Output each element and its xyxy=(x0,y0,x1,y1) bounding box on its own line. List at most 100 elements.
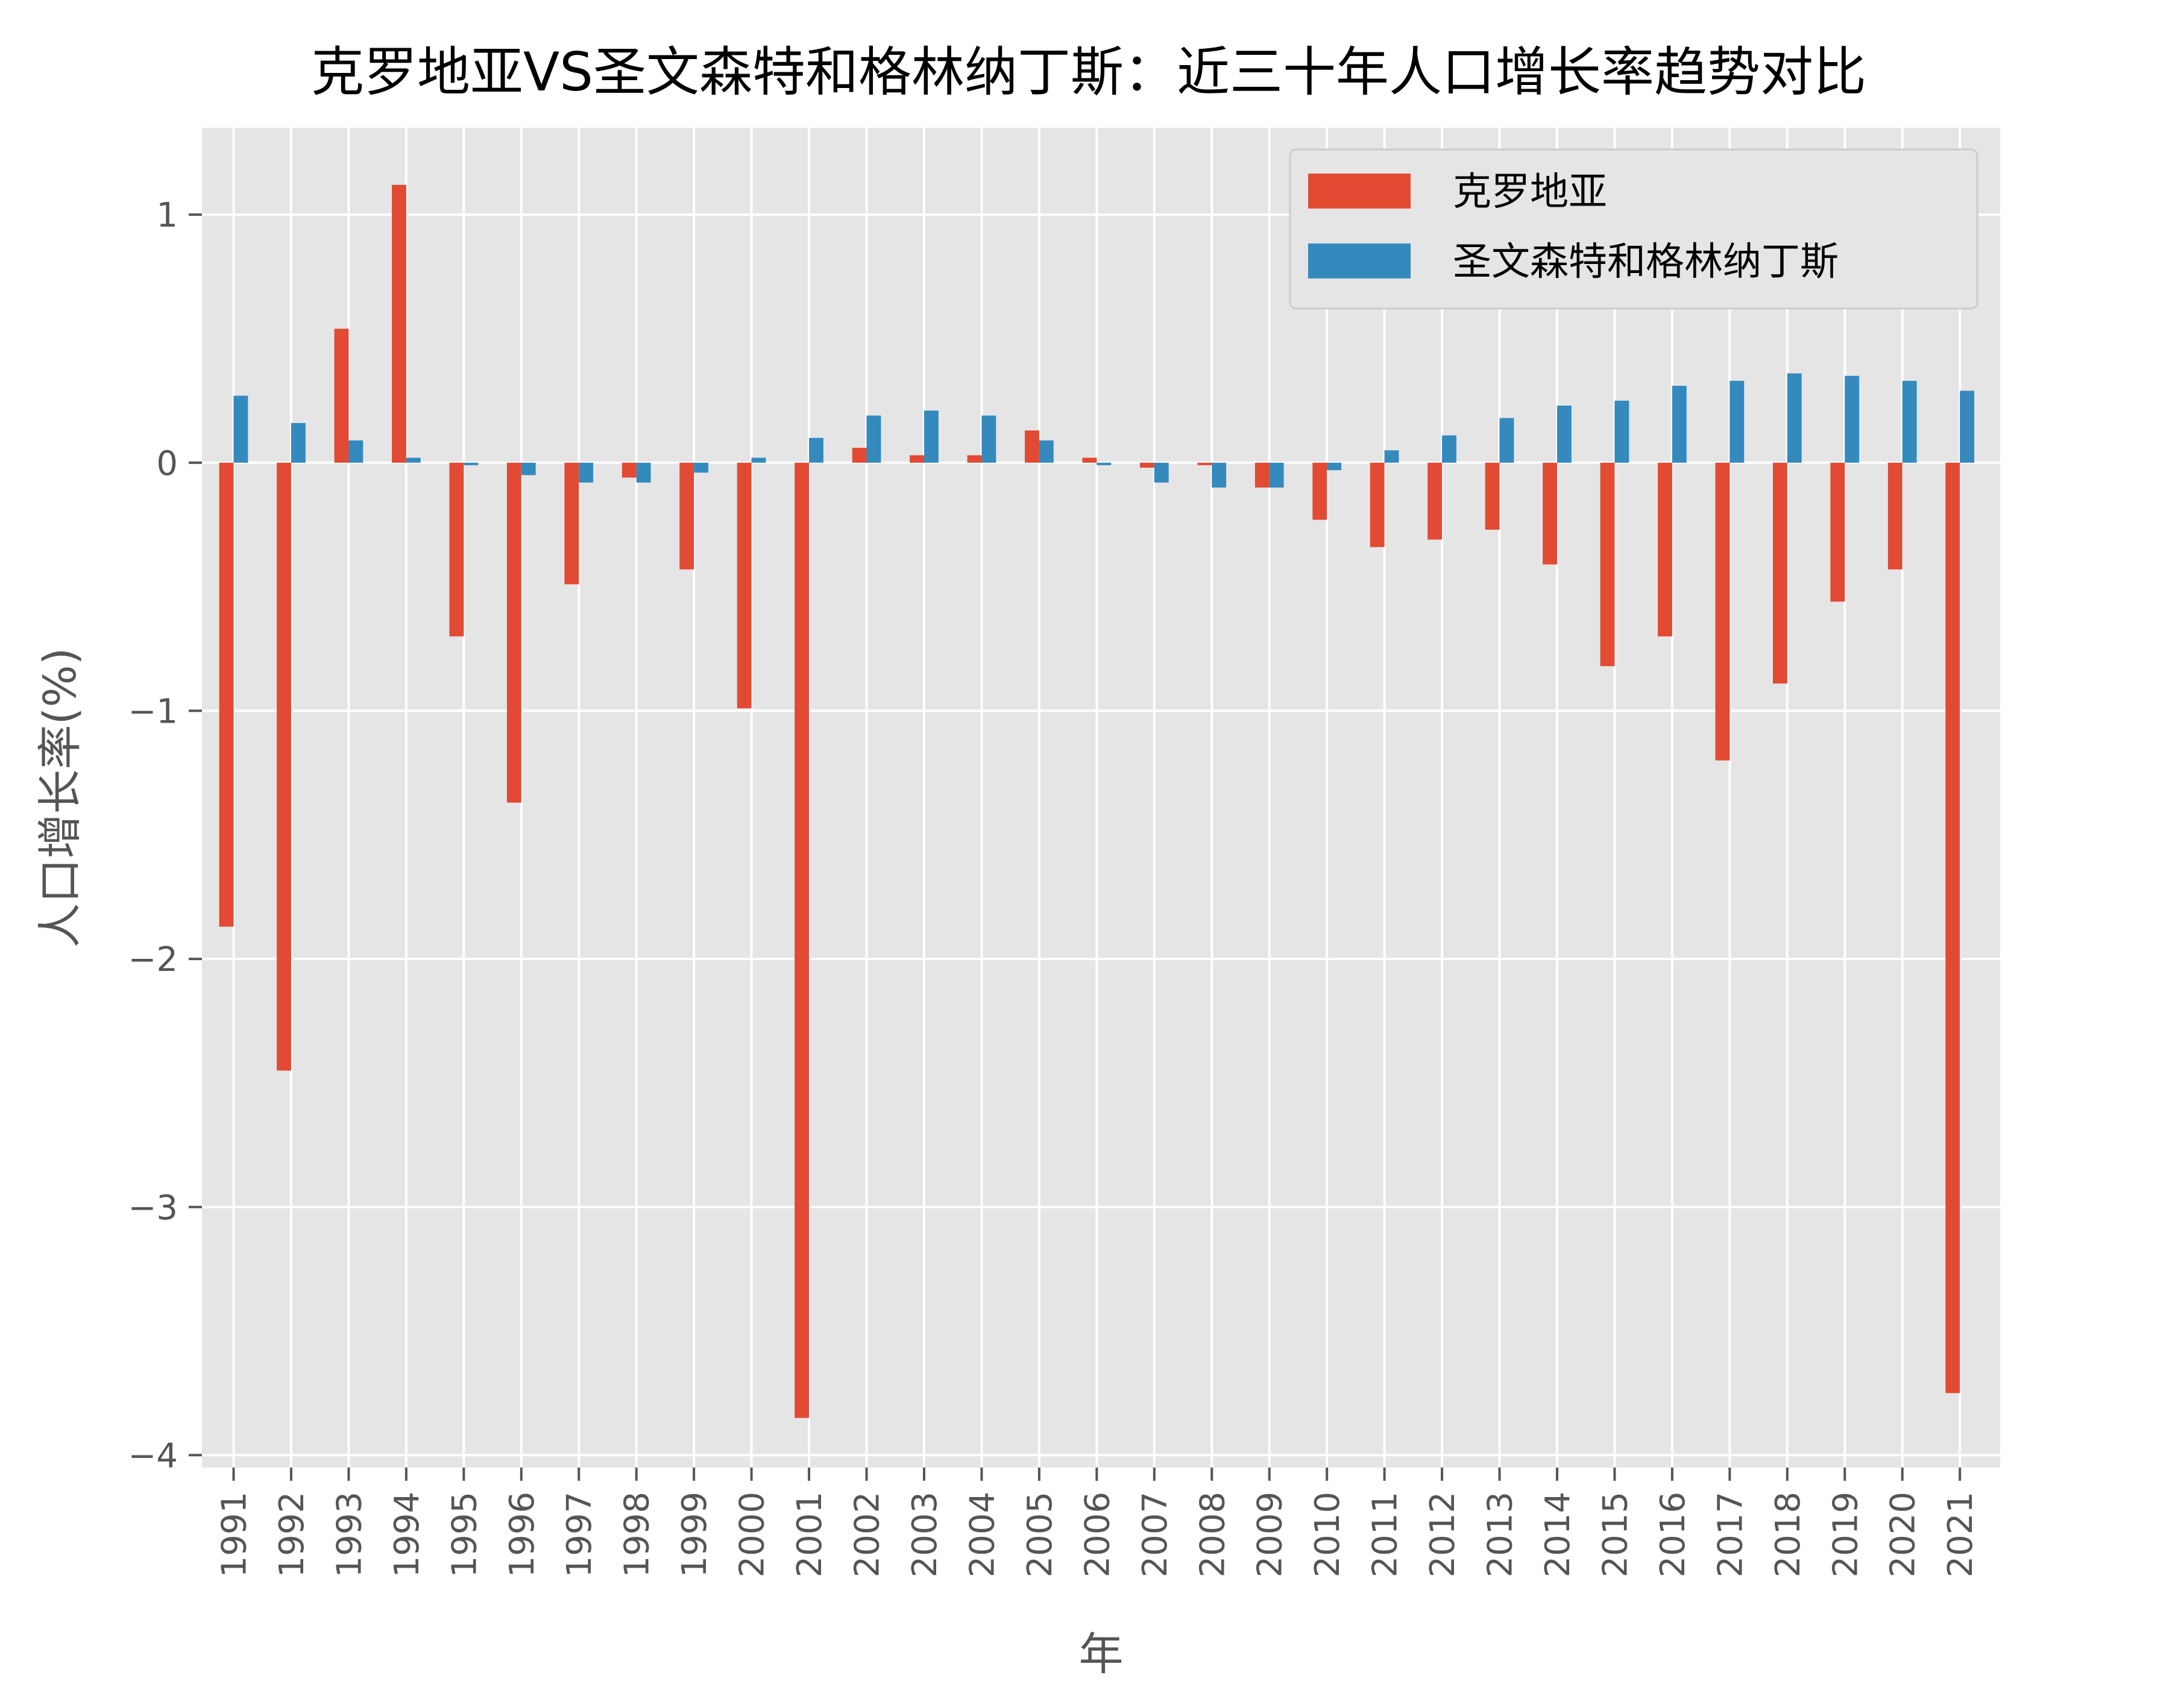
x-axis-label: 年 xyxy=(1079,1628,1124,1680)
bar-saint-vincent xyxy=(1672,386,1687,463)
y-tick-label: 0 xyxy=(156,444,178,483)
x-tick-label: 1993 xyxy=(330,1492,369,1578)
bar-saint-vincent xyxy=(1902,380,1917,463)
bar-croatia xyxy=(737,462,752,709)
bar-saint-vincent xyxy=(1556,406,1572,463)
bar-croatia xyxy=(852,448,867,463)
plot-area xyxy=(202,128,2000,1468)
x-tick-label: 1991 xyxy=(215,1492,254,1578)
bar-croatia xyxy=(449,462,464,636)
bar-croatia xyxy=(1830,462,1845,602)
x-tick-label: 2011 xyxy=(1366,1492,1405,1578)
x-tick-label: 2002 xyxy=(848,1492,887,1578)
bar-saint-vincent xyxy=(924,410,939,463)
bar-saint-vincent xyxy=(1269,462,1284,488)
bar-saint-vincent xyxy=(1039,440,1054,463)
x-tick-label: 2006 xyxy=(1078,1492,1117,1578)
bar-croatia xyxy=(1543,462,1557,565)
legend-swatch-svg xyxy=(1308,243,1411,278)
x-tick-label: 2016 xyxy=(1654,1492,1693,1578)
bar-croatia xyxy=(1772,462,1787,684)
legend-box xyxy=(1289,148,1978,310)
chart-title: 克罗地亚VS圣文森特和格林纳丁斯：近三十年人口增长率趋势对比 xyxy=(311,41,1866,103)
x-tick-label: 2021 xyxy=(1941,1492,1980,1578)
legend: 克罗地亚 圣文森特和格林纳丁斯 xyxy=(1289,148,1978,310)
x-tick-label: 2000 xyxy=(733,1492,772,1578)
bar-croatia xyxy=(1025,430,1039,463)
bar-saint-vincent xyxy=(636,462,651,483)
bar-saint-vincent xyxy=(981,415,996,463)
bar-croatia xyxy=(277,462,291,1071)
x-tick-label: 2009 xyxy=(1251,1492,1290,1578)
bar-croatia xyxy=(910,455,924,463)
x-tick-label: 2010 xyxy=(1308,1492,1347,1578)
bar-saint-vincent xyxy=(1960,391,1975,463)
bar-croatia xyxy=(967,455,982,463)
x-tick-label: 1992 xyxy=(272,1492,312,1578)
x-tick-label: 2008 xyxy=(1193,1492,1232,1578)
bar-croatia xyxy=(392,184,406,463)
bar-saint-vincent xyxy=(751,457,766,463)
x-tick-label: 1997 xyxy=(560,1492,599,1578)
x-tick-label: 2007 xyxy=(1136,1492,1175,1578)
x-tick-label: 2019 xyxy=(1826,1492,1865,1578)
bar-croatia xyxy=(564,462,579,585)
bar-croatia xyxy=(1715,462,1730,761)
bar-croatia xyxy=(622,462,637,478)
bar-saint-vincent xyxy=(521,462,536,476)
bars xyxy=(219,184,1975,1418)
bar-croatia xyxy=(1945,462,1960,1393)
y-axis: 1 0 −1 −2 −3 −4 xyxy=(128,196,202,1475)
x-tick-label: 2004 xyxy=(963,1492,1002,1578)
y-tick-label: −4 xyxy=(128,1436,178,1475)
legend-label-svg: 圣文森特和格林纳丁斯 xyxy=(1453,240,1839,284)
bar-croatia xyxy=(1427,462,1443,540)
x-tick-label: 1999 xyxy=(675,1492,714,1578)
x-tick-label: 2003 xyxy=(905,1492,945,1578)
bar-croatia xyxy=(506,462,521,803)
bar-saint-vincent xyxy=(1327,462,1342,471)
bar-saint-vincent xyxy=(1097,462,1112,465)
bar-saint-vincent xyxy=(464,462,479,465)
x-tick-label: 1994 xyxy=(388,1492,427,1578)
x-tick-label: 2015 xyxy=(1596,1492,1635,1578)
x-tick-label: 1998 xyxy=(618,1492,657,1578)
bar-croatia xyxy=(334,328,349,463)
bar-saint-vincent xyxy=(1845,375,1860,463)
y-axis-label: 人口增长率(%) xyxy=(34,647,86,947)
bar-saint-vincent xyxy=(1787,373,1802,463)
bar-saint-vincent xyxy=(1729,380,1745,463)
legend-label-croatia: 克罗地亚 xyxy=(1453,170,1607,215)
x-tick-label: 2012 xyxy=(1423,1492,1462,1578)
bar-saint-vincent xyxy=(1154,462,1169,483)
bar-croatia xyxy=(1887,462,1903,570)
y-tick-label: −3 xyxy=(128,1188,178,1228)
bar-croatia xyxy=(1658,462,1672,636)
x-tick-label: 2014 xyxy=(1538,1492,1578,1578)
bar-saint-vincent xyxy=(348,440,364,463)
bar-saint-vincent xyxy=(1614,400,1629,463)
x-tick-label: 2013 xyxy=(1481,1492,1520,1578)
bar-croatia xyxy=(1082,457,1097,463)
bar-croatia xyxy=(1139,462,1154,468)
bar-saint-vincent xyxy=(866,415,881,463)
bar-saint-vincent xyxy=(1499,418,1514,463)
bar-croatia xyxy=(1370,462,1385,547)
bar-saint-vincent xyxy=(809,438,823,463)
bar-croatia xyxy=(679,462,694,570)
bar-saint-vincent xyxy=(694,462,709,473)
bar-saint-vincent xyxy=(406,457,421,463)
y-tick-label: −1 xyxy=(128,692,178,731)
legend-swatch-croatia xyxy=(1308,174,1411,209)
bar-croatia xyxy=(1485,462,1500,530)
x-tick-label: 2001 xyxy=(790,1492,829,1578)
bar-saint-vincent xyxy=(1212,462,1227,488)
bar-croatia xyxy=(219,462,234,927)
x-tick-label: 1996 xyxy=(503,1492,542,1578)
bar-saint-vincent xyxy=(291,422,306,463)
bar-croatia xyxy=(1600,462,1615,667)
bar-saint-vincent xyxy=(1384,450,1399,463)
y-tick-label: −2 xyxy=(128,940,178,979)
bar-croatia xyxy=(1197,462,1212,465)
